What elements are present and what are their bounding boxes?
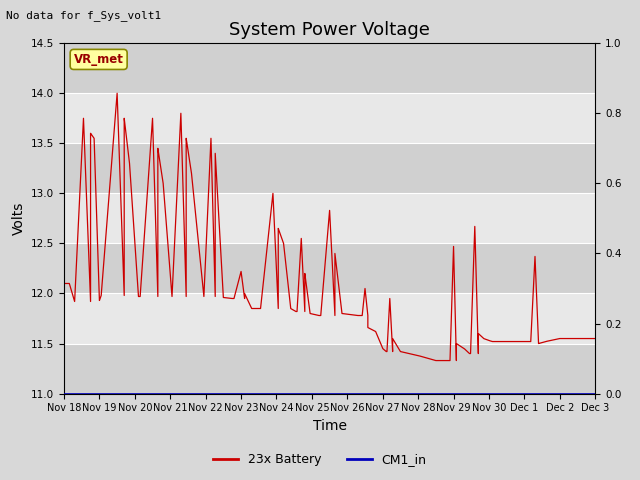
Bar — [64, 93, 595, 144]
Bar — [64, 144, 595, 193]
Bar — [64, 293, 595, 344]
Legend: 23x Battery, CM1_in: 23x Battery, CM1_in — [208, 448, 432, 471]
Text: No data for f_Sys_volt1: No data for f_Sys_volt1 — [6, 10, 162, 21]
Bar — [64, 243, 595, 293]
Bar — [64, 43, 595, 93]
Text: VR_met: VR_met — [74, 53, 124, 66]
X-axis label: Time: Time — [312, 419, 347, 433]
Bar — [64, 193, 595, 243]
Title: System Power Voltage: System Power Voltage — [229, 21, 430, 39]
Y-axis label: Volts: Volts — [12, 202, 26, 235]
Bar — [64, 344, 595, 394]
